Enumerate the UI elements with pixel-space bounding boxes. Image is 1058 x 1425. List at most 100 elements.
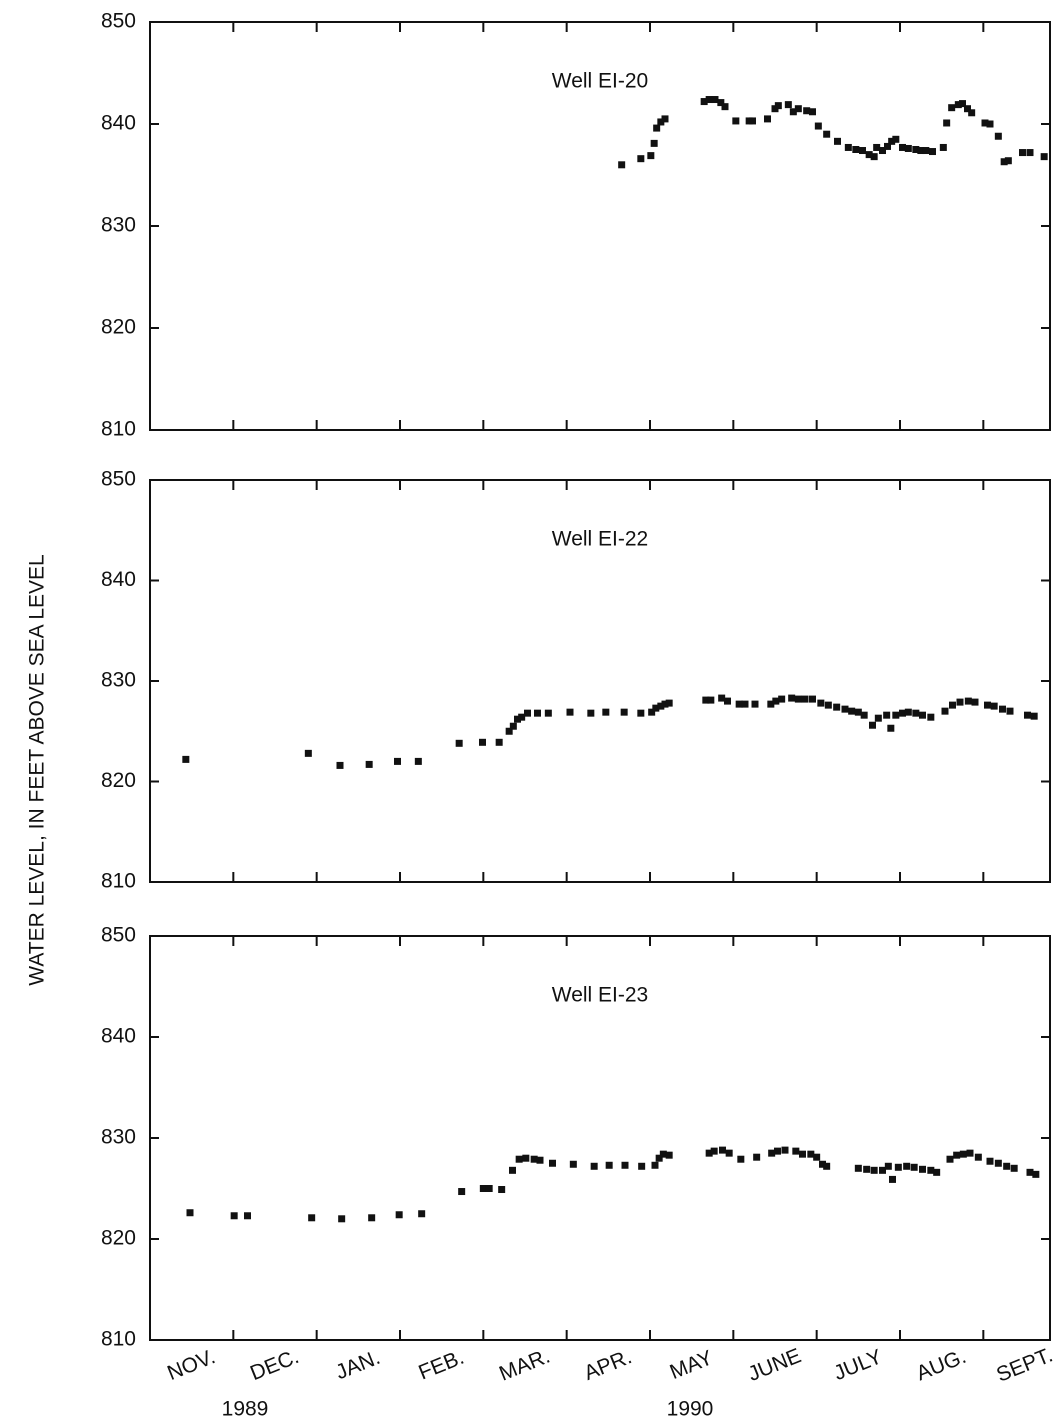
data-point — [854, 708, 862, 716]
y-tick-label: 840 — [101, 568, 136, 591]
data-point — [767, 700, 775, 708]
data-point — [768, 1149, 776, 1157]
data-point — [784, 101, 792, 109]
data-point — [700, 98, 708, 106]
data-point — [892, 711, 900, 719]
data-point — [749, 117, 756, 125]
data-point — [1004, 157, 1012, 165]
data-point — [665, 1151, 673, 1159]
data-point — [479, 738, 486, 746]
data-point — [751, 700, 759, 708]
data-point — [917, 147, 925, 155]
data-point — [883, 711, 891, 719]
data-point — [395, 1211, 403, 1219]
data-point — [657, 702, 665, 710]
data-point — [718, 694, 726, 702]
data-point — [732, 117, 740, 125]
y-axis-label: WATER LEVEL, IN FEET ABOVE SEA LEVEL — [26, 554, 49, 985]
y-tick-label: 850 — [101, 468, 136, 491]
data-point — [869, 721, 876, 729]
data-point — [485, 1185, 493, 1192]
data-point — [844, 143, 852, 151]
data-point — [1006, 707, 1014, 715]
data-point — [638, 1162, 646, 1170]
data-point — [879, 1166, 886, 1174]
data-point — [618, 161, 626, 169]
month-label: APR. — [581, 1345, 635, 1385]
data-point — [943, 119, 951, 127]
month-label: JAN. — [333, 1346, 384, 1384]
month-label: AUG. — [913, 1345, 969, 1386]
y-tick-label: 810 — [101, 418, 136, 441]
data-point — [899, 143, 906, 151]
data-point — [455, 739, 463, 747]
data-point — [887, 724, 895, 732]
y-tick-label: 810 — [101, 870, 136, 893]
data-point — [774, 102, 782, 110]
data-point — [912, 709, 920, 717]
data-point — [602, 708, 610, 716]
data-point — [939, 143, 947, 151]
data-point — [650, 139, 658, 147]
data-point — [1026, 149, 1034, 157]
data-point — [946, 1155, 954, 1163]
y-tick-label: 820 — [101, 316, 136, 339]
data-point — [1010, 1164, 1018, 1172]
data-point — [892, 135, 900, 143]
month-label: FEB. — [415, 1346, 467, 1385]
data-point — [230, 1212, 238, 1220]
y-tick-label: 830 — [101, 669, 136, 692]
data-point — [534, 709, 541, 717]
data-point — [1032, 1170, 1040, 1178]
data-point — [308, 1214, 316, 1222]
year-label: 1990 — [667, 1398, 714, 1421]
data-point — [919, 1165, 926, 1173]
data-point — [637, 155, 645, 163]
data-point — [495, 738, 503, 746]
data-point — [929, 148, 936, 156]
data-point — [514, 715, 521, 723]
data-point — [889, 1175, 896, 1183]
data-point — [813, 1153, 821, 1161]
panel-title: Well EI-23 — [552, 984, 648, 1007]
data-point — [741, 700, 749, 708]
month-label: MAY — [667, 1346, 716, 1384]
y-tick-label: 810 — [101, 1328, 136, 1351]
data-point — [984, 701, 991, 709]
data-point — [823, 130, 831, 138]
data-point — [792, 1147, 800, 1155]
data-point — [665, 699, 673, 707]
data-point — [863, 1165, 871, 1173]
data-point — [725, 1149, 733, 1157]
data-point — [823, 1162, 831, 1170]
data-point — [1019, 149, 1026, 157]
data-point — [854, 1164, 862, 1172]
data-point — [651, 1161, 659, 1169]
data-point — [959, 100, 966, 108]
data-point — [870, 153, 878, 161]
data-point — [182, 755, 190, 763]
data-point — [735, 700, 743, 708]
data-point — [498, 1186, 506, 1194]
data-point — [368, 1214, 376, 1222]
data-point — [904, 708, 912, 716]
data-point — [809, 695, 816, 703]
data-point — [833, 703, 841, 711]
month-label: DEC. — [247, 1345, 302, 1385]
data-point — [819, 1160, 826, 1168]
data-point — [799, 1150, 806, 1158]
data-point — [986, 1157, 994, 1165]
data-point — [753, 1153, 761, 1161]
data-point — [968, 109, 976, 117]
data-point — [657, 118, 665, 126]
data-point — [922, 147, 930, 155]
y-tick-label: 840 — [101, 1025, 136, 1048]
data-point — [966, 1149, 974, 1157]
data-point — [394, 757, 401, 765]
data-point — [949, 701, 956, 709]
data-point — [717, 99, 725, 107]
data-point — [948, 104, 956, 112]
data-point — [655, 1154, 663, 1162]
data-point — [894, 1163, 902, 1171]
